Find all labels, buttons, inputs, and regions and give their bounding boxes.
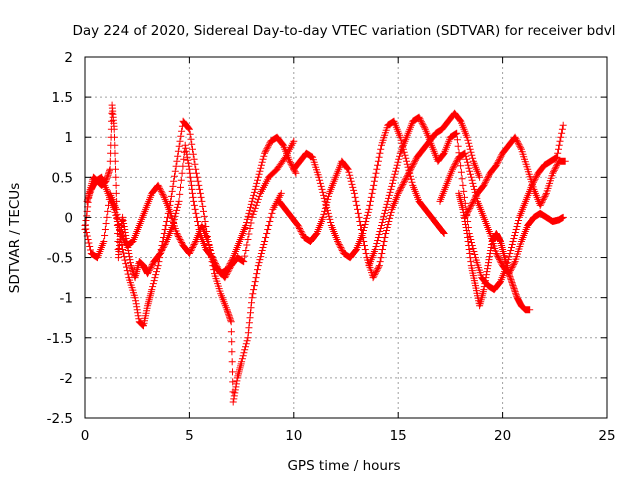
series-sat-h [436, 149, 567, 278]
y-tick-label: 1 [64, 130, 73, 146]
plus-markers [83, 133, 300, 278]
y-tick-label: -2.5 [47, 411, 73, 427]
x-tick-label: 0 [81, 428, 90, 444]
x-tick-label: 25 [598, 428, 615, 444]
plus-markers [290, 117, 448, 262]
y-tick-label: 1.5 [52, 90, 73, 106]
axis-ticks: 0 5 10 15 20 25 -2.5 -2 -1.5 -1 -0.5 0 0.5 1 1.5 2 [47, 50, 616, 444]
x-tick-label: 5 [185, 428, 194, 444]
grid-lines [85, 57, 607, 418]
x-axis-label: GPS time / hours [287, 458, 400, 474]
plus-markers [455, 189, 534, 314]
series-sat-c [83, 133, 300, 278]
x-tick-label: 20 [494, 428, 511, 444]
y-tick-label: -1 [60, 291, 73, 307]
x-tick-label: 10 [285, 428, 302, 444]
data-points [81, 101, 569, 406]
plus-markers [365, 113, 567, 294]
series-sat-i [461, 133, 569, 221]
series-sat-d [275, 109, 484, 282]
y-tick-label: 2 [64, 50, 73, 66]
plus-markers [461, 133, 569, 221]
x-tick-label: 15 [390, 428, 407, 444]
y-tick-label: -1.5 [47, 331, 73, 347]
y-tick-label: -0.5 [47, 251, 73, 267]
chart-title: Day 224 of 2020, Sidereal Day-to-day VTE… [72, 23, 615, 39]
series-sat-e [290, 117, 448, 262]
plus-markers [275, 109, 484, 282]
y-tick-label: -2 [60, 371, 73, 387]
series-sat-g [455, 189, 534, 314]
plus-markers [436, 149, 567, 278]
y-tick-label: 0.5 [52, 170, 73, 186]
series-sat-f [365, 113, 567, 294]
y-axis-label: SDTVAR / TECUs [7, 183, 23, 293]
y-tick-label: 0 [64, 210, 73, 226]
plot-frame [84, 56, 608, 419]
